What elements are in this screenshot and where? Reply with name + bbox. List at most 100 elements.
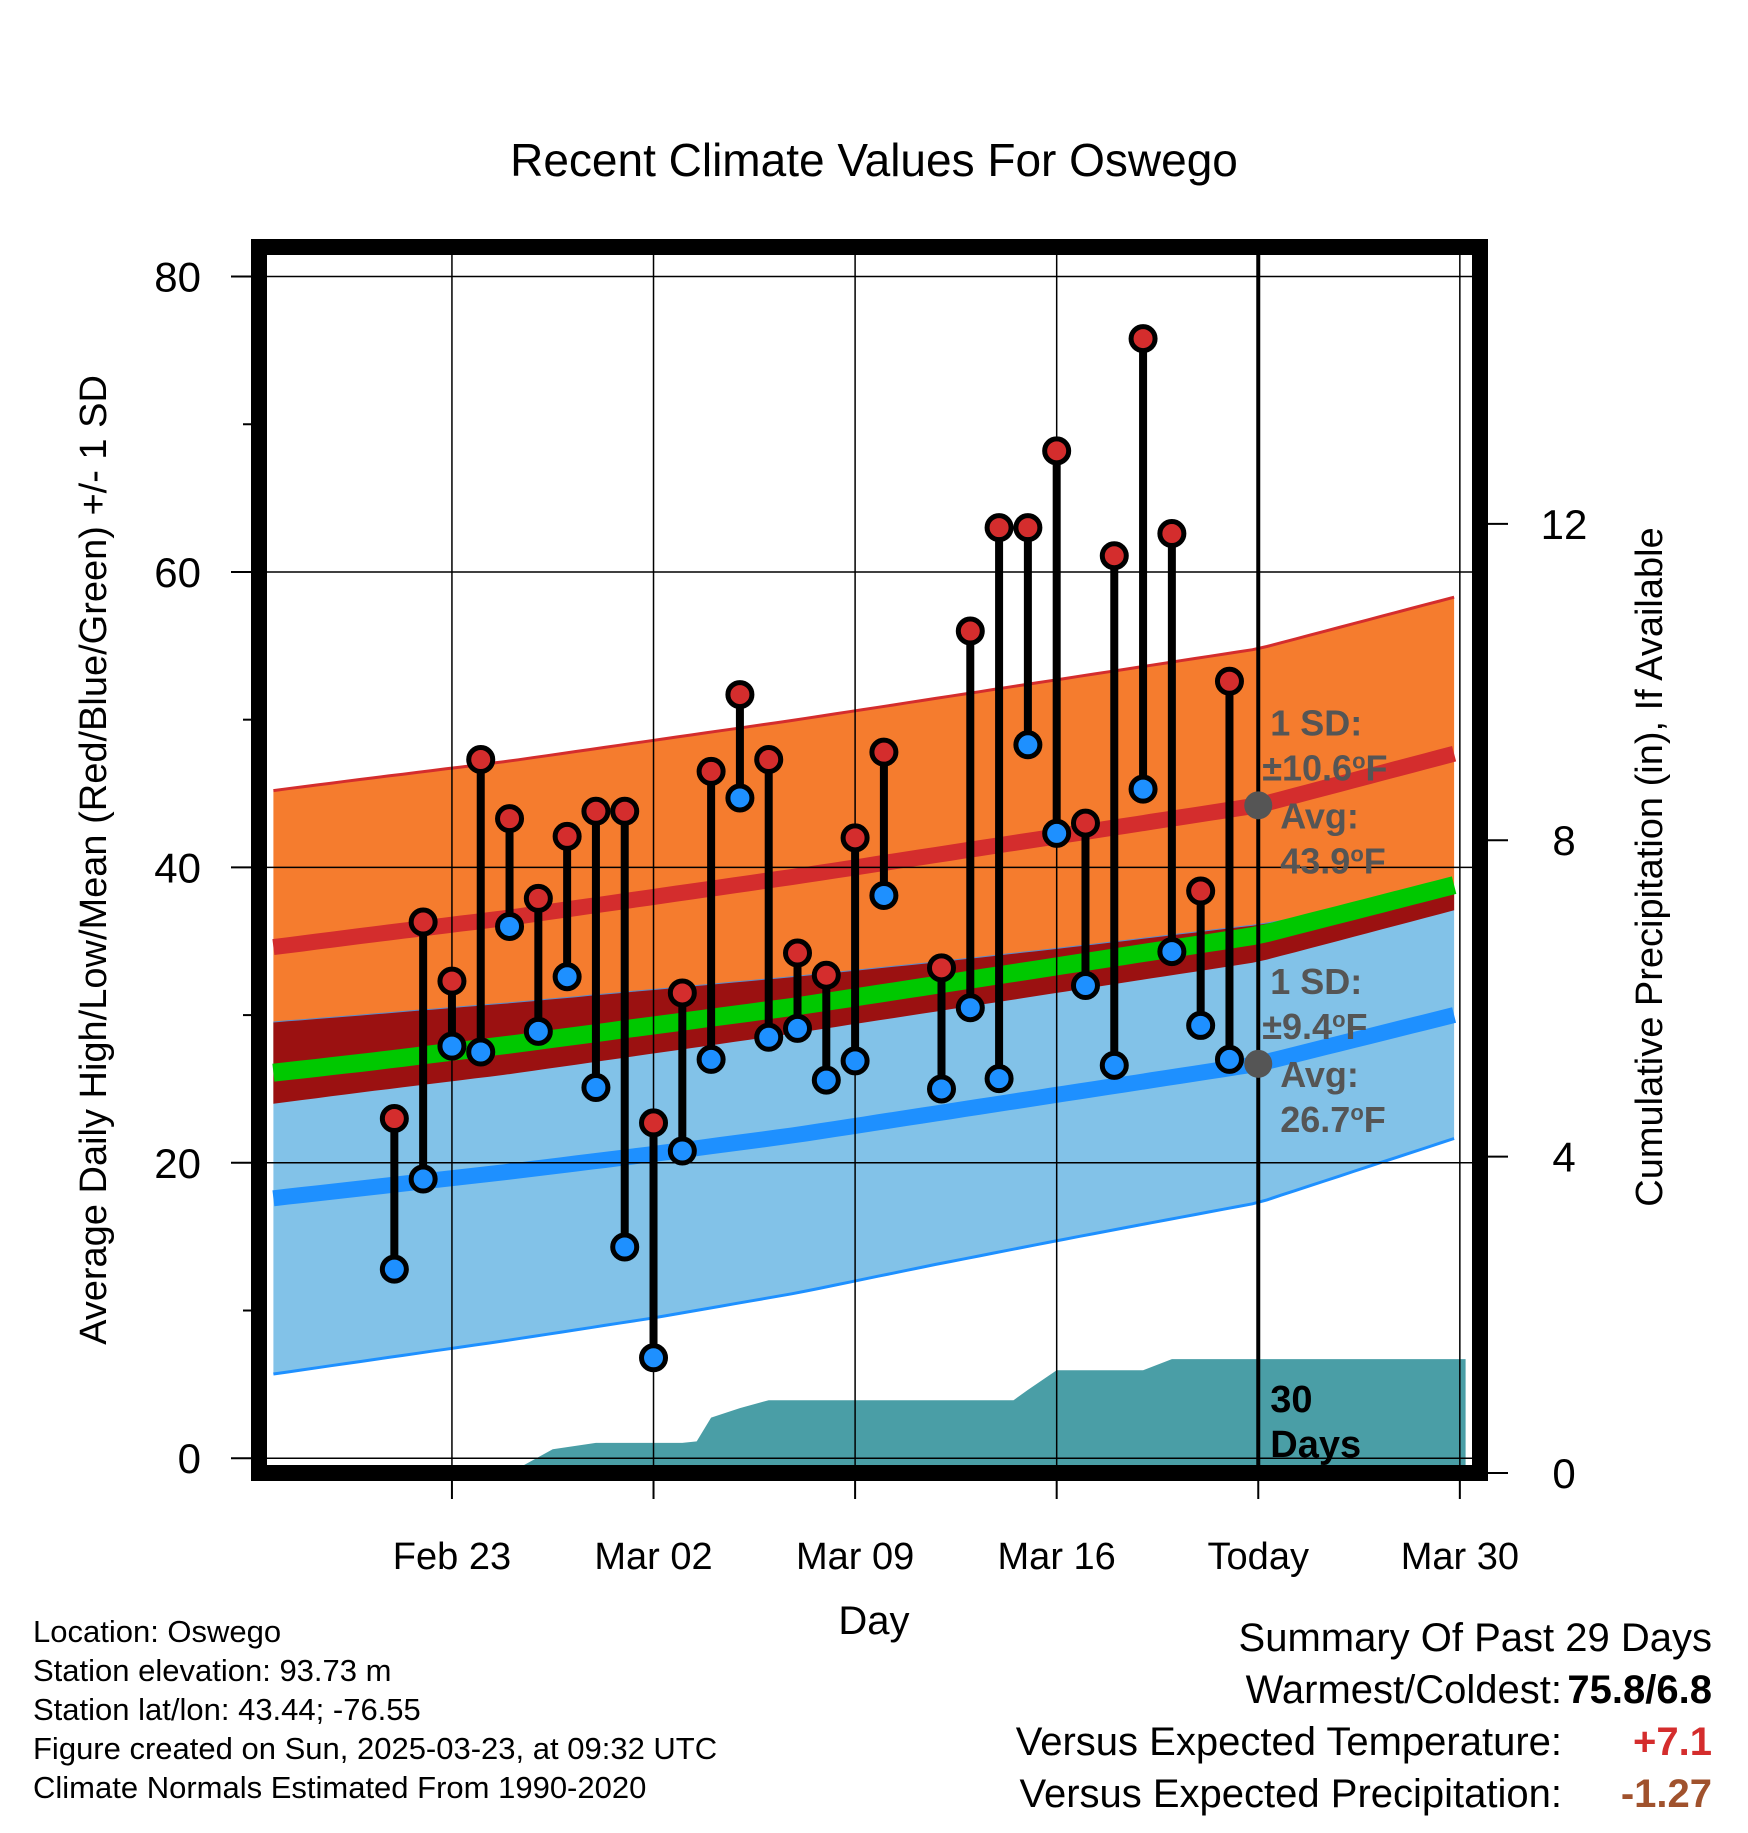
y2-axis-label: Cumulative Precipitation (in), If Availa… (1629, 527, 1671, 1206)
x-tick-label: Mar 16 (998, 1536, 1116, 1578)
daily-low-point (783, 1013, 813, 1043)
daily-high-point (725, 680, 755, 710)
daily-low-point (581, 1072, 611, 1102)
daily-high-point (811, 960, 841, 990)
daily-high-point (379, 1103, 409, 1133)
normals-text: Climate Normals Estimated From 1990-2020 (33, 1770, 647, 1805)
daily-low-point (552, 962, 582, 992)
daily-high-point (466, 745, 496, 775)
y2-tick-label: 8 (1552, 817, 1575, 864)
daily-high-point (1157, 519, 1187, 549)
daily-high-point (696, 756, 726, 786)
high-sd-value: ±10.6oF (1262, 747, 1387, 788)
chart-title: Recent Climate Values For Oswego (510, 134, 1238, 186)
summary-row-warm-cold: Warmest/Coldest: 75.8/6.8 (812, 1664, 1712, 1716)
summary-panel: Summary Of Past 29 Days Warmest/Coldest:… (812, 1612, 1712, 1820)
today-normal-low-marker (1244, 1049, 1273, 1078)
daily-low-point (696, 1044, 726, 1074)
daily-high-point (1099, 541, 1129, 571)
daily-low-point (840, 1046, 870, 1076)
x-tick-label: Feb 23 (393, 1536, 511, 1578)
daily-low-point (1157, 937, 1187, 967)
daily-low-point (754, 1022, 784, 1052)
station-info: Location: Oswego Station elevation: 93.7… (33, 1612, 717, 1807)
daily-high-point (495, 804, 525, 834)
high-sd-label: 1 SD: (1270, 702, 1362, 743)
latlon-text: Station lat/lon: 43.44; -76.55 (33, 1692, 421, 1727)
summary-row-precip: Versus Expected Precipitation: -1.27 (812, 1768, 1712, 1820)
x-tick-label: Mar 02 (594, 1536, 712, 1578)
daily-low-point (811, 1065, 841, 1095)
daily-low-point (667, 1136, 697, 1166)
daily-low-point (639, 1343, 669, 1373)
summary-title: Summary Of Past 29 Days (1238, 1616, 1712, 1660)
daily-low-point (1128, 774, 1158, 804)
warm-cold-value: 75.8/6.8 (1567, 1668, 1712, 1712)
y-tick-label: 0 (178, 1435, 201, 1482)
daily-low-point (926, 1074, 956, 1104)
daily-low-point (1042, 818, 1072, 848)
period-label: Days (1270, 1424, 1361, 1466)
daily-low-point (1099, 1050, 1129, 1080)
daily-low-point (379, 1254, 409, 1284)
daily-high-point (869, 737, 899, 767)
today-normal-high-marker (1244, 791, 1273, 820)
daily-high-point (552, 821, 582, 851)
period-label: 30 (1270, 1379, 1312, 1421)
daily-high-point (1186, 876, 1216, 906)
plot-frame (251, 239, 1488, 1481)
precip-anomaly-label: Versus Expected Precipitation: (1019, 1772, 1562, 1816)
high-avg-value: 43.9oF (1280, 840, 1386, 881)
y-tick-label: 60 (154, 549, 201, 596)
low-sd-value: ±9.4oF (1262, 1006, 1367, 1047)
y2-tick-label: 4 (1552, 1134, 1575, 1181)
precip-anomaly-value: -1.27 (1620, 1772, 1712, 1816)
daily-low-point (1186, 1010, 1216, 1040)
x-tick-label: Mar 09 (796, 1536, 914, 1578)
temp-anomaly-value: +7.1 (1633, 1720, 1712, 1764)
daily-high-point (754, 745, 784, 775)
daily-high-point (1013, 513, 1043, 543)
daily-low-point (984, 1064, 1014, 1094)
summary-row-temp: Versus Expected Temperature: +7.1 (812, 1716, 1712, 1768)
daily-high-point (639, 1108, 669, 1138)
daily-low-point (1214, 1044, 1244, 1074)
daily-high-point (1070, 808, 1100, 838)
daily-high-point (581, 796, 611, 826)
daily-low-point (725, 783, 755, 813)
daily-high-point (408, 907, 438, 937)
precip-area (273, 1359, 1466, 1473)
low-sd-label: 1 SD: (1270, 961, 1362, 1002)
daily-high-point (926, 953, 956, 983)
created-text: Figure created on Sun, 2025-03-23, at 09… (33, 1731, 718, 1766)
daily-low-point (408, 1164, 438, 1194)
daily-high-point (783, 938, 813, 968)
low-avg-value: 26.7oF (1280, 1099, 1386, 1140)
daily-low-point (1013, 730, 1043, 760)
daily-high-point (1128, 324, 1158, 354)
daily-low-point (1070, 971, 1100, 1001)
daily-high-point (523, 883, 553, 913)
daily-high-point (1042, 436, 1072, 466)
elevation-text: Station elevation: 93.73 m (33, 1653, 392, 1688)
daily-high-point (610, 796, 640, 826)
daily-low-point (495, 911, 525, 941)
daily-low-point (955, 993, 985, 1023)
daily-high-point (955, 616, 985, 646)
y-tick-label: 20 (154, 1140, 201, 1187)
y-tick-label: 40 (154, 844, 201, 891)
low-avg-label: Avg: (1280, 1054, 1359, 1095)
daily-high-point (667, 978, 697, 1008)
daily-low-point (869, 880, 899, 910)
daily-low-point (466, 1037, 496, 1067)
daily-high-point (840, 823, 870, 853)
y2-tick-label: 12 (1541, 501, 1588, 548)
x-tick-label: Mar 30 (1401, 1536, 1519, 1578)
daily-high-point (984, 513, 1014, 543)
x-tick-label: Today (1208, 1536, 1309, 1578)
y-tick-label: 80 (154, 254, 201, 301)
y2-tick-label: 0 (1552, 1450, 1575, 1497)
daily-high-point (437, 966, 467, 996)
